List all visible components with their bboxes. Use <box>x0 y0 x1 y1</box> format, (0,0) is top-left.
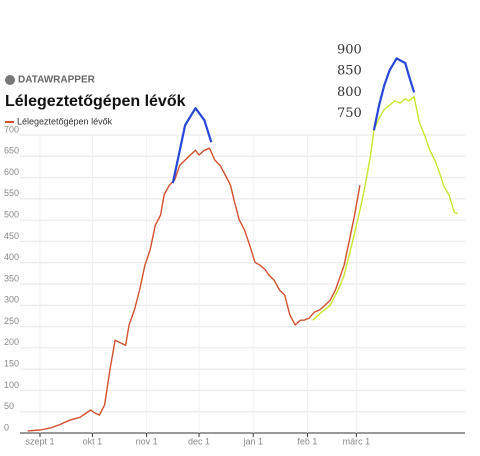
y-tick-label: 500 <box>4 210 19 220</box>
y-tick-label: 350 <box>4 273 19 283</box>
y-tick-label: 150 <box>4 359 19 369</box>
brand: DATAWRAPPER <box>18 75 96 86</box>
y-tick-label: 400 <box>4 252 19 262</box>
x-tick-label: nov 1 <box>136 436 158 446</box>
y-tick-label: 700 <box>4 124 19 134</box>
y-tick-label: 50 <box>4 401 14 411</box>
x-tick-label: dec 1 <box>188 436 210 446</box>
x-tick-label: márc 1 <box>343 436 371 446</box>
x-tick-label: szept 1 <box>25 436 54 446</box>
y-tick-label: 250 <box>4 316 19 326</box>
x-tick-label: jan 1 <box>242 436 263 446</box>
y-tick-label: 300 <box>4 295 19 305</box>
logo-icon <box>5 75 15 85</box>
y2-tick-label: 850 <box>337 64 362 79</box>
y-tick-label: 600 <box>4 167 19 177</box>
y2-tick-label: 800 <box>337 85 362 100</box>
y2-tick-label: 900 <box>337 42 362 57</box>
series-line <box>27 147 361 432</box>
series-line <box>372 57 416 131</box>
y-tick-label: 200 <box>4 337 19 347</box>
y-tick-label: 650 <box>4 146 19 156</box>
legend-label: Lélegeztetőgépen lévők <box>17 116 113 126</box>
series-line <box>171 107 213 184</box>
x-tick-label: okt 1 <box>83 436 103 446</box>
y-tick-label: 100 <box>4 380 19 390</box>
y-tick-label: 0 <box>4 422 9 432</box>
y-tick-label: 450 <box>4 231 19 241</box>
x-tick-label: feb 1 <box>297 436 317 446</box>
chart-title: Lélegeztetőgépen lévők <box>5 93 186 110</box>
series-line <box>312 96 459 321</box>
y2-tick-label: 750 <box>337 106 362 121</box>
y-tick-label: 550 <box>4 188 19 198</box>
